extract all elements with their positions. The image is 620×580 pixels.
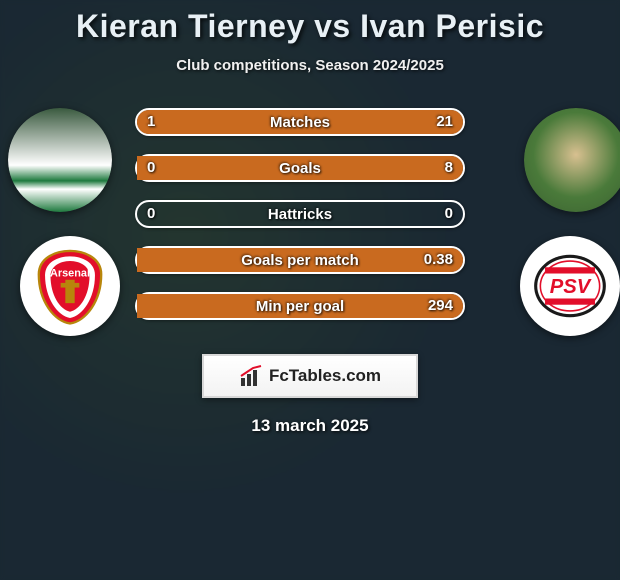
svg-text:Arsenal: Arsenal <box>50 268 90 280</box>
comparison-subtitle: Club competitions, Season 2024/2025 <box>0 57 620 74</box>
comparison-title: Kieran Tierney vs Ivan Perisic <box>0 8 620 45</box>
stat-bars: 121Matches 08Goals 00Hattricks 0.38Goals pe… <box>135 108 465 338</box>
stat-label: Goals per match <box>137 252 463 269</box>
watermark-text: FcTables.com <box>269 366 381 386</box>
club-right-badge: PSV <box>520 236 620 336</box>
svg-text:PSV: PSV <box>550 276 592 298</box>
psv-icon: PSV <box>531 247 609 325</box>
player-right-avatar <box>524 108 620 212</box>
player-left-avatar <box>8 108 112 212</box>
stat-label: Hattricks <box>137 206 463 223</box>
stat-bar: 121Matches <box>135 108 465 136</box>
stat-label: Matches <box>137 114 463 131</box>
stat-bar: 00Hattricks <box>135 200 465 228</box>
comparison-date: 13 march 2025 <box>0 416 620 436</box>
stat-bar: 08Goals <box>135 154 465 182</box>
comparison-area: Arsenal PSV 121Matches 08Goals 00Hattricks… <box>0 108 620 348</box>
stat-label: Min per goal <box>137 298 463 315</box>
club-left-badge: Arsenal <box>20 236 120 336</box>
stat-bar: 0.38Goals per match <box>135 246 465 274</box>
watermark: FcTables.com <box>202 354 418 398</box>
arsenal-icon: Arsenal <box>31 247 109 325</box>
stat-label: Goals <box>137 160 463 177</box>
chart-icon <box>239 364 263 388</box>
stat-bar: 294Min per goal <box>135 292 465 320</box>
